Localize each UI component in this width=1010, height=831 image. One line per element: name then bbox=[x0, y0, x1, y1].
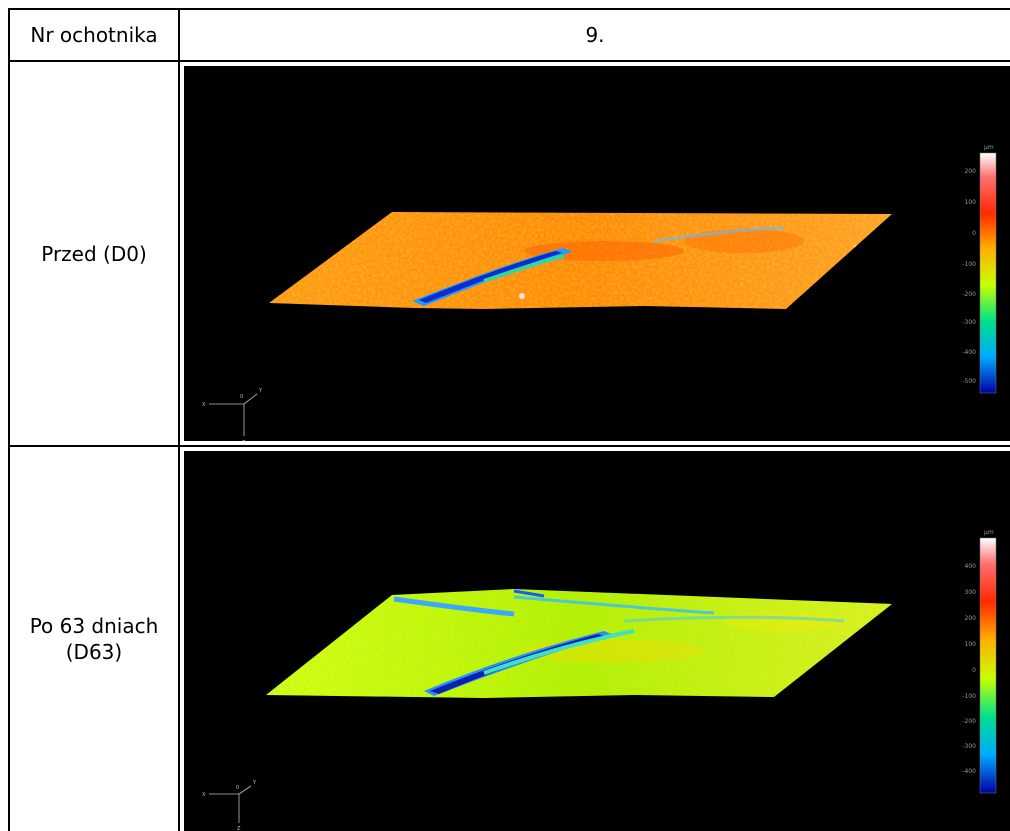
row-divider bbox=[8, 60, 1010, 62]
table-border-left bbox=[8, 8, 10, 831]
axis-triad bbox=[209, 393, 258, 436]
axis-z-label: Z bbox=[242, 440, 246, 441]
surface-3d-plot-d0: µm 200 100 0 -100 -200 -300 -400 -500 X … bbox=[202, 144, 997, 441]
row-label-cell-d0: Przed (D0) bbox=[10, 62, 178, 445]
scale-unit: µm bbox=[984, 144, 994, 151]
row-label-d63-line1: Po 63 dniach bbox=[29, 614, 159, 638]
header-label-cell: Nr ochotnika bbox=[10, 10, 178, 60]
axis-x-label: X bbox=[202, 792, 206, 798]
surface-3d-plot-d63: µm 400 300 200 100 0 -100 -200 -300 -400… bbox=[202, 529, 997, 831]
surface-scan-image-d0: µm 200 100 0 -100 -200 -300 -400 -500 X … bbox=[184, 66, 1010, 441]
scale-tick: -300 bbox=[962, 743, 976, 750]
scale-tick: -200 bbox=[962, 718, 976, 725]
scale-tick: -100 bbox=[962, 261, 976, 268]
scale-tick: 200 bbox=[965, 615, 977, 622]
scale-tick: 100 bbox=[965, 641, 977, 648]
scale-tick: 400 bbox=[965, 563, 977, 570]
header-value-cell: 9. bbox=[180, 10, 1010, 60]
scale-tick: -200 bbox=[962, 291, 976, 298]
scale-tick: 100 bbox=[965, 199, 977, 206]
row-label-d0: Przed (D0) bbox=[41, 241, 147, 266]
column-divider bbox=[178, 8, 180, 831]
volunteer-number: 9. bbox=[585, 23, 605, 47]
color-scale-bar bbox=[979, 152, 997, 394]
scale-tick: 0 bbox=[972, 230, 976, 237]
header-label: Nr ochotnika bbox=[30, 23, 158, 47]
axis-z-label: Z bbox=[237, 826, 241, 831]
scale-tick: 200 bbox=[965, 168, 977, 175]
color-scale-bar bbox=[979, 537, 997, 794]
scale-tick: -400 bbox=[962, 349, 976, 356]
surface-scan-image-d63: µm 400 300 200 100 0 -100 -200 -300 -400… bbox=[184, 451, 1010, 831]
row-label-d63-line2: (D63) bbox=[65, 640, 123, 664]
axis-y-label: Y bbox=[258, 388, 263, 394]
volunteer-table: Nr ochotnika 9. Przed (D0) bbox=[8, 8, 1010, 831]
axis-x-label: X bbox=[202, 402, 206, 408]
scale-tick: -400 bbox=[962, 768, 976, 775]
axis-origin-label: 0 bbox=[236, 785, 239, 791]
scale-tick: -100 bbox=[962, 693, 976, 700]
row-label-cell-d63: Po 63 dniach (D63) bbox=[10, 447, 178, 831]
scale-unit: µm bbox=[984, 529, 994, 536]
scale-tick: 0 bbox=[972, 667, 976, 674]
scale-tick: -500 bbox=[962, 378, 976, 385]
axis-origin-label: 0 bbox=[240, 394, 243, 400]
scale-tick: 300 bbox=[965, 589, 977, 596]
axis-triad bbox=[209, 785, 252, 823]
row-divider bbox=[8, 445, 1010, 447]
table-border-top bbox=[8, 8, 1010, 10]
scale-tick: -300 bbox=[962, 319, 976, 326]
axis-y-label: Y bbox=[252, 780, 257, 786]
